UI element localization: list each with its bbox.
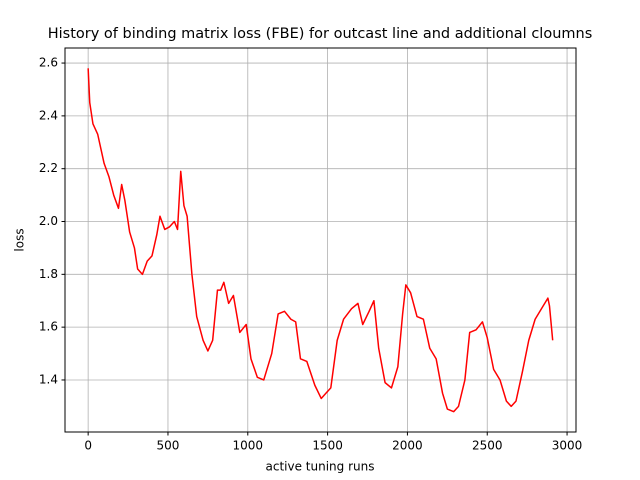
- x-axis-label: active tuning runs: [266, 460, 375, 474]
- x-tick-label: 3000: [552, 439, 583, 453]
- x-tick-label: 500: [157, 439, 180, 453]
- x-tick-label: 1500: [312, 439, 343, 453]
- data-line: [87, 68, 554, 413]
- x-tick-label: 0: [84, 439, 92, 453]
- chart-title: History of binding matrix loss (FBE) for…: [48, 26, 593, 42]
- plot-area: [87, 68, 554, 413]
- y-tick-label: 1.8: [39, 267, 58, 281]
- x-tick-label: 2000: [392, 439, 423, 453]
- x-tick-label: 1000: [233, 439, 264, 453]
- y-tick-label: 2.4: [39, 108, 58, 122]
- y-tick-label: 2.0: [39, 214, 58, 228]
- axes-frame: [64, 47, 577, 433]
- y-axis-label: loss: [13, 228, 27, 251]
- grid: [65, 48, 576, 432]
- y-tick-label: 2.2: [39, 161, 58, 175]
- y-tick-label: 1.6: [39, 320, 58, 334]
- x-tick-label: 2500: [472, 439, 503, 453]
- y-tick-label: 1.4: [39, 372, 58, 386]
- y-tick-label: 2.6: [39, 56, 58, 70]
